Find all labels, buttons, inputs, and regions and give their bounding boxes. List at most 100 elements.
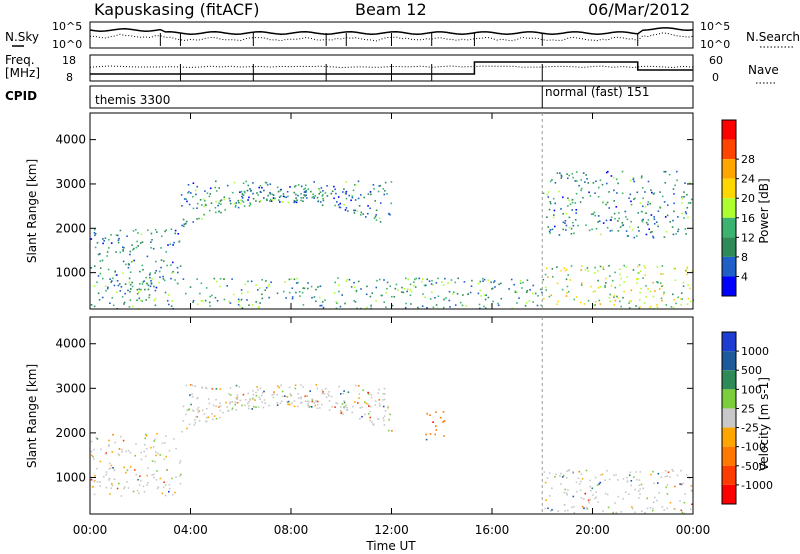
power-cell bbox=[549, 201, 552, 203]
velocity-cell bbox=[204, 420, 207, 423]
velocity-cell bbox=[328, 395, 330, 397]
power-cell bbox=[562, 213, 564, 215]
power-cell bbox=[354, 209, 357, 212]
power-cell bbox=[599, 179, 602, 181]
velocity-cell bbox=[297, 405, 299, 408]
power-cell bbox=[300, 197, 302, 199]
power-cell bbox=[233, 181, 236, 184]
velocity-cell bbox=[602, 510, 604, 512]
velocity-cell bbox=[159, 477, 162, 480]
velocity-cell bbox=[680, 469, 682, 472]
power-cell bbox=[526, 279, 529, 281]
power-cell bbox=[116, 280, 119, 282]
power-cell bbox=[337, 196, 340, 198]
velocity-cell bbox=[601, 473, 604, 476]
velocity-cell bbox=[361, 415, 363, 418]
power-cell bbox=[447, 282, 449, 284]
power-cell bbox=[112, 277, 114, 280]
power-cell bbox=[209, 301, 211, 304]
power-cell bbox=[252, 192, 254, 195]
power-cell bbox=[171, 300, 174, 302]
colorbar-swatch bbox=[722, 178, 736, 199]
power-cell bbox=[360, 194, 362, 196]
power-cell bbox=[174, 229, 177, 232]
power-cell bbox=[261, 186, 263, 189]
velocity-cell bbox=[442, 420, 445, 423]
power-cell bbox=[632, 269, 635, 271]
velocity-cell bbox=[222, 411, 224, 414]
velocity-cell bbox=[123, 487, 125, 490]
velocity-cell bbox=[565, 492, 568, 494]
velocity-cell bbox=[294, 387, 297, 390]
power-cell bbox=[625, 266, 627, 268]
power-cell bbox=[242, 201, 245, 203]
velocity-cell bbox=[307, 400, 309, 403]
power-cell bbox=[240, 298, 243, 301]
power-cell bbox=[652, 281, 654, 284]
power-cell bbox=[139, 270, 141, 273]
power-cell bbox=[320, 304, 323, 307]
power-cell bbox=[605, 277, 607, 280]
power-cell bbox=[241, 193, 244, 195]
velocity-cell bbox=[273, 391, 275, 393]
power-cell bbox=[264, 181, 267, 184]
velocity-cell bbox=[218, 406, 220, 408]
power-cell bbox=[263, 189, 265, 192]
velocity-cell bbox=[304, 400, 307, 402]
power-cell bbox=[302, 197, 305, 199]
power-cell bbox=[622, 224, 625, 226]
power-cell bbox=[383, 193, 386, 196]
power-cell bbox=[258, 200, 261, 203]
velocity-cell bbox=[361, 406, 364, 409]
power-cell bbox=[122, 246, 124, 248]
power-cell bbox=[237, 298, 240, 301]
power-cell bbox=[532, 284, 535, 287]
velocity-cell bbox=[316, 387, 319, 390]
power-cell bbox=[305, 191, 307, 193]
power-cell bbox=[135, 246, 138, 249]
freq-tick-bottom: 8 bbox=[66, 71, 73, 84]
power-cell bbox=[125, 263, 127, 266]
power-cell bbox=[660, 297, 663, 300]
power-cell bbox=[597, 215, 600, 217]
power-cell bbox=[131, 285, 134, 288]
velocity-cell bbox=[262, 406, 265, 409]
velocity-cell bbox=[90, 454, 93, 457]
power-cell bbox=[540, 304, 542, 307]
power-cell bbox=[137, 245, 139, 247]
power-cell bbox=[386, 281, 389, 284]
power-cell bbox=[405, 277, 407, 280]
velocity-cell bbox=[382, 405, 385, 408]
power-cell bbox=[307, 287, 309, 290]
power-cell bbox=[620, 305, 622, 308]
power-cell bbox=[572, 224, 575, 227]
power-cell bbox=[639, 202, 642, 204]
velocity-cell bbox=[286, 396, 289, 398]
power-cell bbox=[684, 182, 686, 184]
power-cell bbox=[269, 183, 272, 185]
power-cell bbox=[401, 286, 403, 289]
power-cell bbox=[185, 292, 187, 295]
power-cell bbox=[552, 276, 554, 278]
power-cell bbox=[285, 196, 287, 199]
power-cell bbox=[623, 290, 625, 293]
power-cell bbox=[198, 217, 200, 220]
power-cell bbox=[228, 300, 230, 303]
power-cell bbox=[454, 304, 457, 306]
power-cell bbox=[629, 193, 632, 196]
power-cell bbox=[219, 278, 222, 280]
velocity-cell bbox=[135, 473, 138, 476]
velocity-cell bbox=[387, 429, 390, 432]
velocity-cell bbox=[368, 404, 370, 407]
power-cell bbox=[182, 218, 185, 221]
power-cell bbox=[640, 287, 642, 290]
velocity-cell bbox=[608, 478, 611, 481]
power-cell bbox=[650, 189, 652, 191]
velocity-cell bbox=[567, 509, 569, 512]
power-cell bbox=[177, 233, 179, 235]
power-cell bbox=[322, 306, 325, 309]
power-cell bbox=[264, 289, 267, 291]
power-cell bbox=[270, 281, 272, 283]
power-cell bbox=[682, 285, 685, 287]
